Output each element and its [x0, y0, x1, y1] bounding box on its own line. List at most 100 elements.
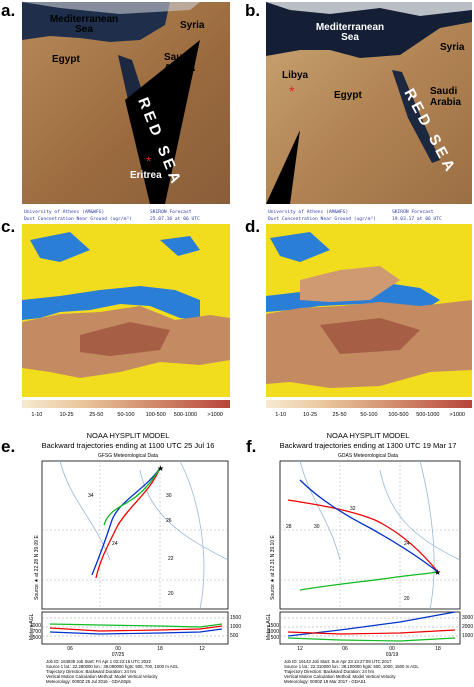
left-tick: 1000 — [268, 629, 279, 635]
sea — [270, 232, 330, 262]
footer-line: Vertical Motion Calculation Method: Mode… — [284, 674, 396, 679]
header: University of Athens (AM&WFG) — [268, 209, 348, 215]
right-tick: 1000 — [462, 633, 473, 639]
time-tick: 00 — [389, 646, 395, 652]
colorbar-label: 25-50 — [333, 412, 347, 418]
left-tick: 1000 — [30, 623, 41, 629]
colorbar — [266, 400, 472, 408]
panel-label: d. — [245, 217, 260, 236]
place: Arabia — [430, 97, 462, 108]
footer-line: Job ID: 164839 Job Start: Fri Apr 1 02:2… — [46, 659, 151, 664]
colorbar-label: 10-25 — [303, 412, 317, 418]
panel-c: c. University of Athens (AM&WFG) SKIRON … — [1, 209, 230, 408]
grid-label: 30 — [314, 524, 320, 530]
grid-label: 26 — [166, 518, 172, 524]
footer-line: Meteorology: 0000Z 25 Jul 2016 - GDAS0p5 — [46, 679, 131, 684]
source-label: Source ★ at 22.28 N 39.09 E — [34, 535, 40, 600]
header: SKIRON Forecast — [150, 209, 192, 215]
altitude-line — [287, 629, 456, 635]
grid-label: 28 — [286, 524, 292, 530]
place: Arabia — [164, 63, 196, 74]
left-tick: 700 — [33, 629, 42, 635]
plot-box — [41, 460, 229, 610]
overlay-wedge — [266, 130, 300, 204]
grid-label: 20 — [404, 596, 410, 602]
trajectory — [287, 499, 439, 573]
grid-label: 24 — [404, 541, 410, 547]
footer: Job ID: 16143 Job Start: Sun Apr 23 13:2… — [284, 659, 419, 684]
source-label: Source ★ at 22.31 N 39.10 E — [270, 535, 276, 600]
trajectory — [299, 479, 439, 573]
right-tick: 1000 — [230, 624, 241, 630]
colorbar-label: 50-100 — [360, 412, 377, 418]
plot-box — [279, 460, 461, 610]
cloud — [266, 2, 472, 16]
place: Mediterranean — [50, 14, 118, 25]
right-tick: 500 — [230, 633, 239, 639]
cloud — [22, 2, 200, 14]
panel-e: e. NOAA HYSPLIT MODEL Backward trajector… — [1, 431, 241, 684]
footer-line: Meteorology: 0000Z 19 Mar 2017 - GDAS1 — [284, 679, 367, 684]
place: Egypt — [334, 90, 362, 101]
place: Syria — [440, 42, 465, 53]
header: Dust Concentration Near Ground (ugr/m³) — [24, 216, 132, 222]
panel-f: f. NOAA HYSPLIT MODEL Backward trajector… — [246, 431, 473, 684]
dust — [300, 266, 400, 302]
colorbar-label: 25-50 — [89, 412, 103, 418]
grid-label: 32 — [350, 506, 356, 512]
place: Saudi — [430, 86, 457, 97]
grid-label: 20 — [168, 591, 174, 597]
sea — [266, 2, 472, 58]
colorbar-label: >1000 — [450, 412, 465, 418]
marker: * — [289, 83, 295, 99]
plot-subtitle: Backward trajectories ending at 1100 UTC… — [42, 441, 215, 450]
date-label: 03/19 — [386, 652, 399, 658]
header: 19.03.17 at 06 UTC — [392, 216, 442, 222]
footer-line: Source 1 lat.: 22.310000 lon.: 39.100000… — [284, 664, 419, 669]
footer-line: Job ID: 16143 Job Start: Sun Apr 23 13:2… — [284, 659, 392, 664]
footer: Job ID: 164839 Job Start: Fri Apr 1 02:2… — [46, 659, 179, 684]
trajectory — [91, 467, 161, 576]
right-tick: 3000 — [462, 615, 473, 621]
dust — [320, 318, 420, 354]
marker: * — [146, 153, 152, 169]
panel-label: f. — [246, 437, 256, 456]
colorbar-label: 50-100 — [117, 412, 134, 418]
left-tick: 1500 — [268, 623, 279, 629]
place: Saudi — [164, 52, 191, 63]
time-tick: 06 — [67, 646, 73, 652]
trajectory — [103, 467, 161, 526]
colorbar-label: 500-1000 — [174, 412, 197, 418]
red-sea — [392, 70, 440, 163]
place: Libya — [282, 70, 309, 81]
panel-label: b. — [245, 1, 260, 20]
colorbar — [22, 400, 230, 408]
panel-label: c. — [1, 217, 15, 236]
sea — [160, 236, 200, 256]
place: Eritrea — [130, 170, 162, 181]
trajectory — [95, 467, 161, 579]
time-tick: 00 — [115, 646, 121, 652]
time-tick: 12 — [297, 646, 303, 652]
place: Sea — [75, 24, 93, 35]
colorbar-label: 10-25 — [60, 412, 74, 418]
footer-line: Trajectory Direction: Backward Duration:… — [284, 669, 374, 674]
header: 25.07.16 at 06 UTC — [150, 216, 200, 222]
plot-subtitle: Backward trajectories ending at 1300 UTC… — [280, 441, 457, 450]
plot-title: NOAA HYSPLIT MODEL — [327, 431, 410, 440]
river — [299, 460, 461, 610]
right-tick: 1500 — [230, 615, 241, 621]
grid-label: 22 — [168, 556, 174, 562]
footer-line: Vertical Motion Calculation Method: Mode… — [46, 674, 158, 679]
colorbar-label: 1-10 — [275, 412, 286, 418]
colorbar-labels: 1-10 10-25 25-50 50-100 100-500 500-1000 >1000… — [31, 412, 465, 418]
dust — [80, 322, 170, 356]
right-tick: 2000 — [462, 624, 473, 630]
grid — [42, 461, 228, 609]
footer-line: Source 1 lat.: 22.280000 lon.: 39.090000… — [46, 664, 179, 669]
source-star: ★ — [157, 464, 164, 473]
panel-d: d. University of Athens (AM&WFG) SKIRON … — [245, 209, 472, 408]
sea — [22, 286, 200, 320]
colorbar-label: 100-500 — [146, 412, 166, 418]
left-tick: 500 — [33, 635, 42, 641]
